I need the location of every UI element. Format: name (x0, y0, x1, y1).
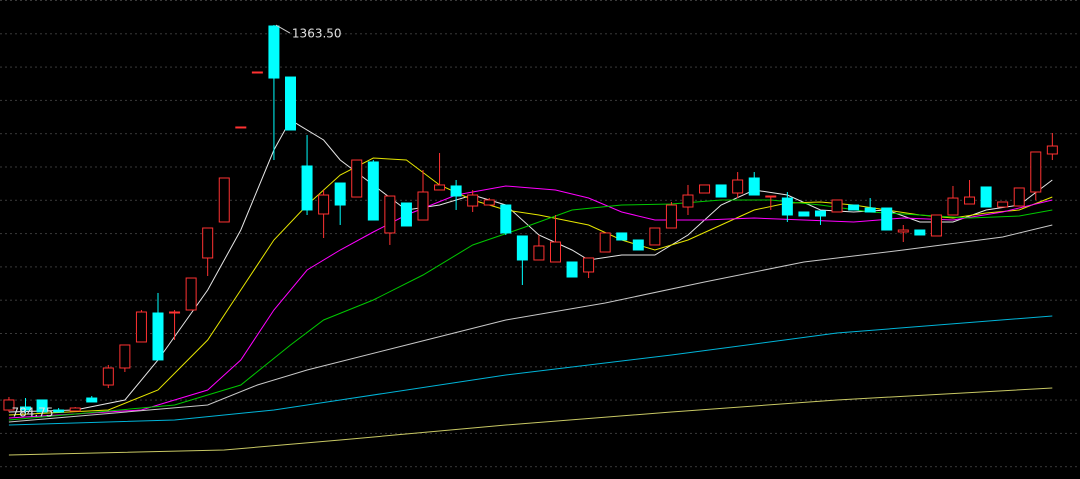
candle-body (1046, 145, 1058, 155)
candle-body (384, 195, 396, 234)
candle-body (997, 201, 1009, 208)
candle-body (699, 184, 711, 194)
candle-body (483, 199, 495, 206)
candle-body (102, 367, 114, 386)
candle-body (583, 257, 595, 273)
candle-body (748, 177, 760, 196)
candle-body (1030, 151, 1042, 193)
candle-body (864, 207, 876, 213)
candle-body (632, 239, 644, 251)
candle-body (417, 191, 429, 221)
candle-body (781, 197, 793, 216)
candle-body (930, 214, 942, 237)
candle-body (467, 194, 479, 207)
ma-line (8, 387, 1053, 456)
candle-body (715, 184, 727, 198)
ma-line (8, 199, 1053, 421)
candle-body (268, 25, 280, 79)
candle-body (334, 182, 346, 206)
candle-body (20, 406, 32, 411)
candle-body (566, 261, 578, 278)
annotation-pointer (275, 24, 291, 34)
ma-line (8, 157, 1053, 416)
candle-body (814, 210, 826, 217)
candle-body (765, 195, 777, 198)
candle-body (947, 197, 959, 216)
candle-body (3, 399, 15, 411)
candle-body (135, 311, 147, 343)
candle-body (434, 184, 446, 191)
candle-body (516, 235, 528, 261)
candle-body (169, 311, 181, 314)
candle-body (152, 312, 164, 361)
candle-body (500, 204, 512, 234)
candle-body (218, 177, 230, 223)
candle-body (533, 245, 545, 261)
candle-body (202, 227, 214, 259)
candle-body (599, 232, 611, 253)
candle-body (53, 409, 65, 413)
candle-body (367, 161, 379, 221)
ma-line (8, 224, 1053, 423)
candle-body (351, 159, 363, 198)
candle-body (318, 194, 330, 215)
candle-body (831, 199, 843, 213)
candle-body (400, 202, 412, 227)
candle-body (964, 196, 976, 205)
candle-body (616, 232, 628, 241)
ma-line (8, 315, 1053, 426)
candle-body (914, 229, 926, 236)
ma-lines (8, 119, 1053, 456)
candle-body (284, 76, 296, 131)
candle-body (881, 207, 893, 231)
candle-body (301, 165, 313, 211)
candle-body (649, 227, 661, 246)
candle-body (897, 229, 909, 233)
candle-body (980, 186, 992, 208)
candle-body (119, 344, 131, 369)
candle-body (682, 194, 694, 208)
candle-body (848, 204, 860, 211)
annotation-label: 1363.50 (292, 27, 342, 41)
candles (3, 25, 1058, 413)
candle-body (732, 179, 744, 194)
candle-body (69, 407, 81, 412)
ma-line (8, 185, 1053, 419)
candle-body (86, 397, 98, 403)
candle-body (235, 126, 247, 129)
candle-body (1013, 187, 1025, 207)
candle-body (665, 204, 677, 229)
annotations: 1363.50 784.75 (12, 24, 342, 419)
candle-body (251, 71, 263, 74)
candle-body (450, 185, 462, 197)
annotation-label: 784.75 (12, 405, 54, 419)
candle-body (798, 211, 810, 217)
candle-body (36, 399, 48, 413)
candle-body (185, 277, 197, 311)
candle-body (549, 241, 561, 263)
